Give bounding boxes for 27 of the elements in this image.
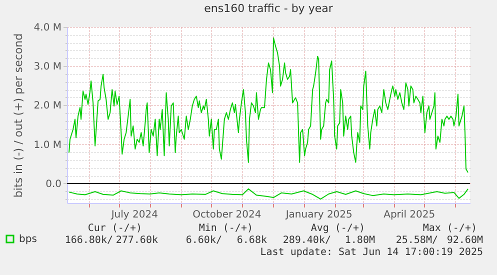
line-series [68,188,468,200]
y-tick-label: 2.0 M [34,100,62,112]
chart-title: ens160 traffic - by year [204,2,334,15]
text: Min (-/+) [198,223,253,234]
text: Cur (-/+) [88,223,142,234]
text: Max (-/+) [422,223,477,234]
text: 166.80k/ [64,235,113,246]
text: 25.58M/ [396,235,438,246]
text: 289.40k/ [282,235,331,246]
text: 1.80M [344,235,375,246]
y-tick-label: 0.0 [46,178,62,190]
x-tick-label: January 2025 [284,210,352,220]
legend-label: bps [19,234,37,245]
y-tick-label: 3.0 M [34,62,62,73]
line-series [68,37,468,173]
text: 6.60k/ [186,235,222,246]
x-tick-label: April 2025 [384,210,436,220]
text: 92.60M [446,235,483,246]
y-tick-label: 1.0 M [34,140,62,151]
y-axis-title: bits in (-) / out (+) per second [12,33,25,198]
x-tick-label: July 2024 [110,210,158,220]
text: 6.68k [236,235,267,246]
text: 277.60k [116,235,158,246]
x-tick-label: October 2024 [192,210,262,220]
text: Avg (-/+) [310,223,365,234]
y-tick-label: 4.0 M [34,22,62,34]
text: Last update: Sat Jun 14 17:00:19 2025 [260,247,483,258]
